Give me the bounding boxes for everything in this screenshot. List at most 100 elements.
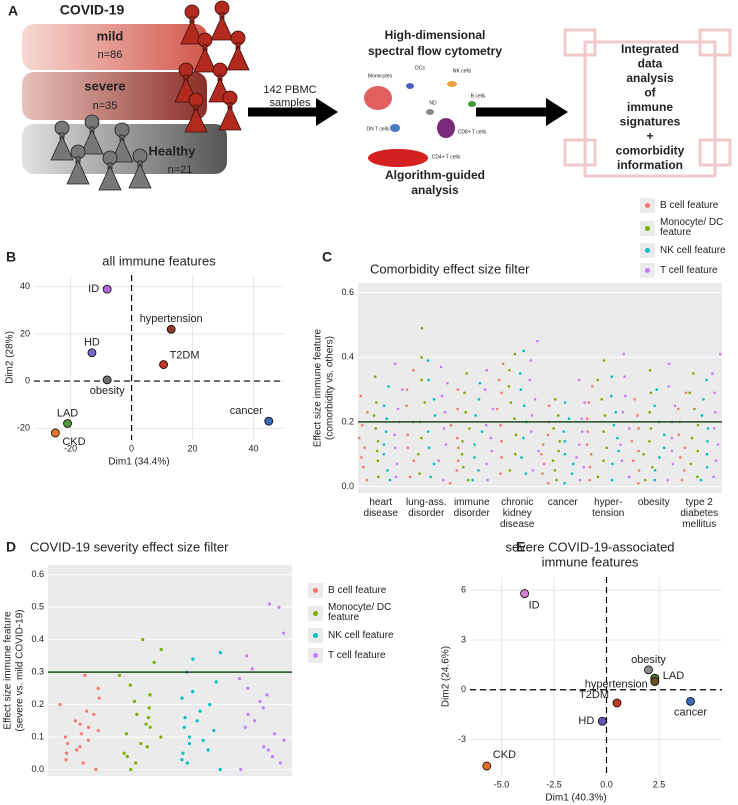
point — [477, 469, 480, 472]
point — [412, 368, 415, 372]
chart-title: immune features — [542, 554, 639, 569]
frame — [563, 138, 597, 167]
point — [617, 449, 620, 453]
point — [405, 388, 409, 391]
point — [85, 709, 89, 713]
point — [159, 735, 163, 739]
point — [586, 430, 589, 433]
y-tick-label: 0.5 — [31, 602, 44, 612]
point — [376, 459, 380, 462]
point — [558, 440, 562, 443]
point — [514, 433, 518, 437]
point — [258, 699, 262, 703]
point — [420, 326, 424, 330]
point — [395, 462, 399, 466]
point — [384, 430, 388, 433]
point — [439, 365, 443, 369]
legend-item: T cell feature — [640, 263, 732, 278]
point — [73, 719, 77, 723]
point — [546, 433, 550, 437]
cluster-label: CD8+ T cells — [458, 129, 487, 135]
point — [507, 368, 511, 372]
cluster-blob — [368, 149, 428, 167]
point — [94, 767, 98, 772]
y-tick-label: 0.0 — [31, 764, 44, 774]
point-label: CKD — [62, 436, 85, 448]
legend-item: Monocyte/ DC feature — [640, 218, 732, 238]
point — [670, 436, 674, 440]
point — [181, 751, 185, 755]
point — [132, 699, 137, 703]
plot-background — [48, 565, 292, 776]
point — [706, 440, 709, 443]
point — [281, 631, 286, 635]
point — [237, 677, 242, 681]
point — [686, 696, 695, 706]
point — [363, 446, 366, 450]
point — [78, 745, 82, 749]
cohort-title: COVID-19 — [60, 2, 125, 18]
point — [86, 725, 91, 729]
point — [610, 375, 614, 378]
point-label: T2DM — [579, 689, 609, 701]
cluster-label: DN T cells — [367, 126, 390, 132]
point — [588, 465, 592, 469]
point — [612, 698, 622, 708]
point-label: cancer — [230, 405, 263, 417]
point — [448, 482, 452, 485]
x-tick-label: cancer — [547, 497, 578, 508]
y-tick-label: 0 — [461, 684, 466, 694]
point — [191, 690, 195, 694]
point — [648, 410, 651, 414]
y-tick-label: 0.2 — [341, 416, 354, 426]
point — [562, 430, 565, 433]
method-subtitle: analysis — [411, 183, 459, 197]
point-label: LAD — [663, 670, 684, 682]
point — [427, 378, 430, 382]
point — [627, 475, 631, 479]
legend-label: Monocyte/ DC feature — [660, 217, 724, 238]
point — [533, 398, 537, 401]
group-name: mild — [97, 28, 124, 43]
point — [683, 446, 687, 450]
point — [212, 728, 216, 733]
point — [513, 417, 516, 420]
point — [245, 654, 249, 658]
point-label: T2DM — [170, 349, 200, 361]
samples-label: samples — [270, 97, 311, 109]
point — [417, 452, 420, 456]
point — [501, 362, 505, 366]
point — [597, 716, 607, 726]
point — [605, 446, 608, 450]
point — [677, 433, 681, 437]
samples-label: 142 PBMC — [263, 84, 316, 96]
panel-label: A — [8, 3, 18, 19]
point — [673, 404, 677, 408]
group-size: n=35 — [93, 100, 118, 112]
point — [182, 725, 186, 729]
point — [406, 433, 409, 437]
point — [159, 360, 168, 369]
point — [117, 673, 122, 677]
point — [270, 754, 275, 759]
cluster-label: NK cells — [453, 68, 472, 74]
legend-item: T cell feature — [308, 648, 400, 663]
point-label: HD — [84, 337, 100, 349]
point — [125, 754, 129, 759]
point — [689, 462, 693, 466]
panel-label: C — [322, 249, 332, 265]
point — [563, 452, 567, 456]
legend-key — [640, 243, 655, 258]
point — [96, 728, 100, 733]
point — [541, 472, 544, 475]
point — [386, 469, 389, 472]
point — [466, 478, 470, 482]
legend-key — [640, 263, 655, 278]
point — [649, 427, 653, 430]
point — [456, 436, 459, 440]
point — [491, 407, 495, 411]
cohort-bar — [22, 72, 207, 120]
point — [577, 378, 581, 382]
point — [460, 452, 464, 456]
